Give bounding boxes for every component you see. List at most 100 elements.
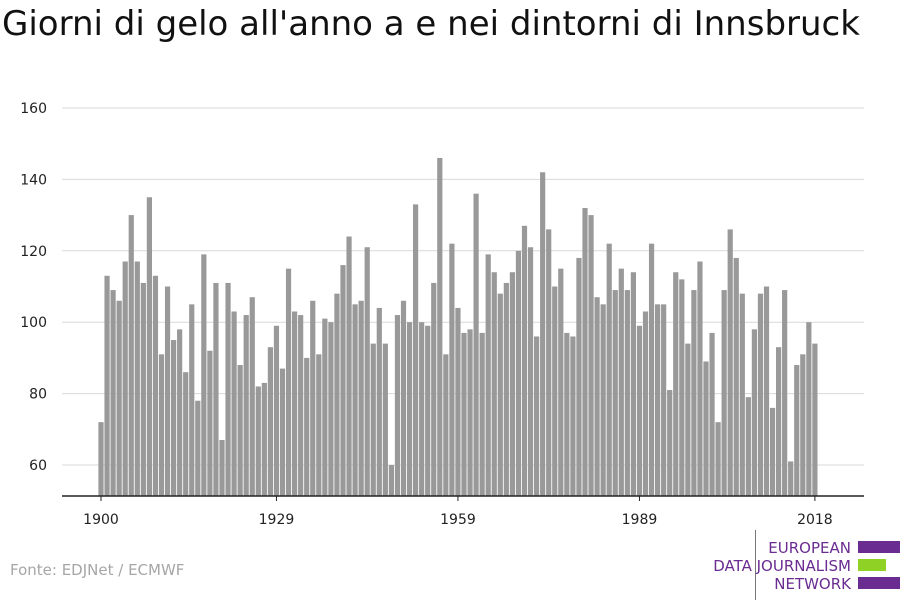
x-tick-label: 1959 <box>440 512 476 528</box>
bar-1906 <box>134 261 140 496</box>
bar-2003 <box>721 290 727 496</box>
bar-2010 <box>763 286 770 496</box>
bar-1960 <box>461 332 467 496</box>
bar-1977 <box>564 332 570 496</box>
bar-1959 <box>455 307 461 496</box>
bar-1999 <box>697 261 703 496</box>
y-tick-label: 140 <box>20 172 47 188</box>
axes: 60 80 100 120 140 160 1900 1929 1959 1989 2018 <box>20 101 864 528</box>
bar-1926 <box>255 386 261 496</box>
bar-1938 <box>328 322 334 496</box>
chart-title: Giorni di gelo all'anno a e nei dintorni… <box>2 4 860 44</box>
bar-1918 <box>207 350 213 496</box>
bar-1904 <box>122 261 128 496</box>
bar-2008 <box>751 329 757 496</box>
bar-1952 <box>413 204 419 496</box>
bar-1973 <box>540 172 546 496</box>
bar-1981 <box>588 215 594 496</box>
bar-1914 <box>183 372 189 496</box>
bar-1965 <box>491 272 497 496</box>
bar-1997 <box>685 343 691 496</box>
logo-line-european: EUROPEAN <box>768 539 851 557</box>
bar-1933 <box>298 315 304 496</box>
bar-2017 <box>806 322 812 496</box>
bar-2013 <box>782 290 788 496</box>
bar-1903 <box>116 300 122 496</box>
bar-1942 <box>352 304 358 496</box>
bar-1947 <box>382 343 388 496</box>
bar-1911 <box>164 286 171 496</box>
bar-1913 <box>177 329 183 496</box>
bar-1985 <box>612 290 618 496</box>
bar-1969 <box>515 250 522 496</box>
bar-1930 <box>279 368 286 496</box>
bar-1944 <box>364 247 370 496</box>
bar-1900 <box>98 422 104 496</box>
bar-1934 <box>304 357 310 496</box>
x-tick-label: 1989 <box>622 512 658 528</box>
bar-2004 <box>727 229 733 496</box>
bar-1976 <box>558 268 564 496</box>
bar-1916 <box>195 400 201 496</box>
bar-1968 <box>509 272 515 496</box>
bar-1910 <box>158 354 165 496</box>
bar-1907 <box>140 282 146 496</box>
bar-2001 <box>709 332 715 496</box>
bar-1967 <box>503 282 509 496</box>
edjnet-logo: EUROPEAN DATA JOURNALISM NETWORK <box>650 530 900 600</box>
bar-1964 <box>485 254 491 496</box>
bar-1943 <box>358 300 364 496</box>
bar-1953 <box>419 322 425 496</box>
bar-1924 <box>243 315 249 496</box>
y-tick-label: 100 <box>20 315 47 331</box>
bar-2009 <box>757 293 764 496</box>
x-tick-label: 1929 <box>259 512 295 528</box>
bar-1990 <box>642 311 649 496</box>
bar-1945 <box>370 343 376 496</box>
bar-1929 <box>273 325 280 496</box>
bar-1923 <box>237 365 243 496</box>
bar-1993 <box>661 304 667 496</box>
bar-2011 <box>769 407 776 496</box>
bar-1998 <box>691 290 697 496</box>
bar-1995 <box>673 272 679 496</box>
bar-1982 <box>594 297 600 496</box>
bar-1948 <box>388 465 394 496</box>
bar-2002 <box>715 422 721 496</box>
logo-line-data-journalism: DATA JOURNALISM <box>713 557 851 575</box>
bar-1972 <box>534 336 540 496</box>
bar-1979 <box>576 257 582 496</box>
bar-1984 <box>606 243 612 496</box>
bar-1978 <box>570 336 576 496</box>
bar-1966 <box>497 293 503 496</box>
bar-1958 <box>449 243 455 496</box>
bar-1983 <box>600 304 606 496</box>
logo-bar-top <box>858 541 900 553</box>
bar-2005 <box>733 257 739 496</box>
x-tick-label: 1900 <box>83 512 119 528</box>
bar-1935 <box>310 300 316 496</box>
bar-1992 <box>655 304 661 496</box>
bar-2016 <box>800 354 806 496</box>
bar-1975 <box>552 286 558 496</box>
bar-2018 <box>812 343 818 496</box>
bar-1902 <box>110 290 116 496</box>
bar-2006 <box>739 293 745 496</box>
bar-1927 <box>261 382 267 496</box>
bar-1932 <box>292 311 298 496</box>
y-tick-label: 120 <box>20 244 47 260</box>
bar-1970 <box>521 225 528 496</box>
bar-1994 <box>667 390 673 496</box>
bar-1920 <box>219 440 225 496</box>
bar-1971 <box>527 247 534 496</box>
bar-1940 <box>340 265 346 496</box>
bar-1921 <box>225 282 231 496</box>
bar-1909 <box>152 275 159 496</box>
y-tick-label: 80 <box>29 387 47 403</box>
bar-1956 <box>437 157 443 497</box>
y-tick-label: 60 <box>29 458 47 474</box>
bar-1986 <box>618 268 624 496</box>
bar-2015 <box>794 365 800 496</box>
bar-1937 <box>322 318 328 496</box>
logo-bar-bottom <box>858 577 900 589</box>
